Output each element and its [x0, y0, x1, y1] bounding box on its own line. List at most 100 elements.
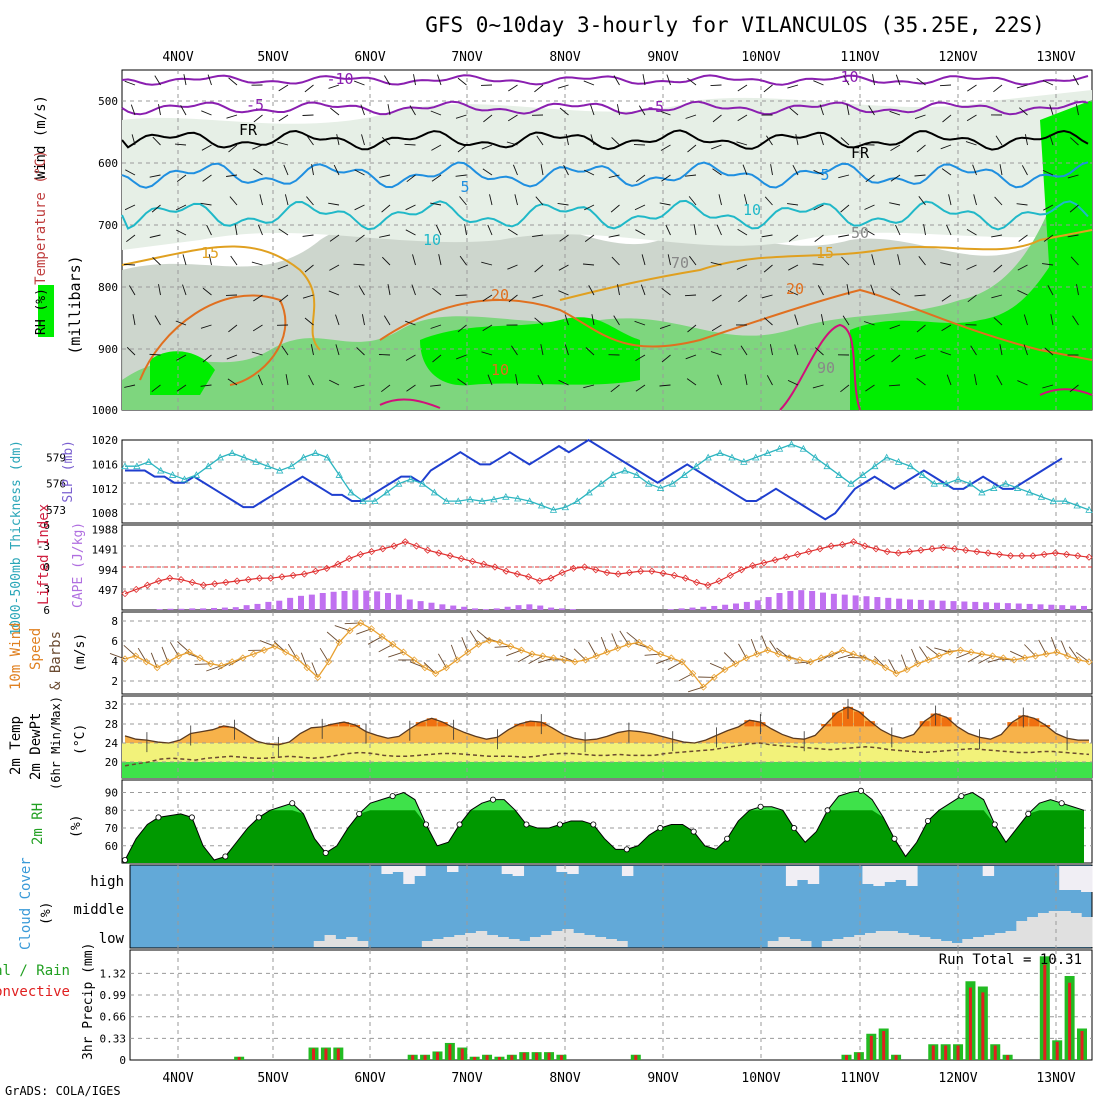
wind-marker-44	[592, 652, 600, 660]
thickness-marker-48	[692, 462, 700, 470]
axis-tick-label-1: 28	[105, 718, 118, 731]
li-marker-80	[1018, 552, 1026, 560]
cloud-low-bar-45	[616, 941, 628, 947]
upper-wind-barb	[206, 224, 212, 236]
precip-conv-bar-15	[324, 1048, 328, 1060]
cloud-low-bar-69	[875, 931, 888, 947]
upper-wind-barb	[966, 229, 977, 236]
contour-label-0: -10	[326, 70, 353, 88]
upper-wind-barb	[464, 224, 467, 236]
upper-wind-barb	[557, 202, 569, 206]
bottom-day-label-9: 13NOV	[1036, 1071, 1075, 1086]
upper-wind-barb	[843, 75, 850, 86]
upper-wind-barb	[764, 317, 773, 326]
precip-conv-bar-70	[1006, 1055, 1010, 1060]
upper-wind-barb	[1072, 75, 1079, 86]
wind-marker-52	[678, 658, 686, 666]
bottom-day-label-3: 7NOV	[451, 1071, 482, 1086]
thickness-marker-24	[406, 475, 415, 483]
upper-wind-barb	[794, 344, 799, 356]
li-marker-14	[278, 573, 286, 581]
wind-marker-42	[571, 658, 579, 666]
cloud-low-bar-34	[497, 937, 509, 947]
upper-wind-barb	[535, 196, 544, 206]
upper-wind-barb	[813, 80, 824, 86]
li-marker-37	[536, 577, 544, 585]
upper-wind-barb	[685, 354, 697, 360]
li-marker-84	[1063, 550, 1071, 558]
thickness-marker-13	[276, 466, 284, 474]
upper-wind-barb	[405, 354, 416, 361]
upper-wind-barb	[512, 164, 518, 176]
axis-tick-label-3: 800	[98, 281, 118, 294]
wind-marker-36	[507, 642, 515, 650]
cape-bar-9	[221, 607, 228, 610]
thickness-marker-78	[1049, 497, 1057, 505]
upper-wind-barb	[740, 345, 748, 356]
upper-wind-barb	[1044, 347, 1054, 356]
cloud-low-bar-41	[573, 933, 585, 947]
li-marker-54	[726, 571, 734, 579]
wind-marker-26	[399, 648, 408, 656]
upper-wind-barb	[253, 114, 263, 123]
precip-conv-bar-24	[435, 1052, 439, 1060]
upper-wind-barb	[152, 256, 161, 266]
cape-bar-81	[1004, 603, 1011, 610]
surface-wind-barb-90	[1075, 651, 1090, 663]
upper-wind-barb	[565, 134, 569, 146]
upper-wind-barb	[354, 80, 365, 86]
tmax-fill-68	[864, 721, 875, 727]
cloud-high-bar-35	[512, 866, 525, 876]
wind-marker-71	[881, 664, 890, 672]
upper-wind-barb	[457, 144, 467, 153]
contour-label-16: 70	[671, 254, 689, 272]
wind-marker-51	[667, 654, 675, 662]
li-marker-60	[793, 550, 802, 558]
upper-wind-barb	[941, 324, 952, 332]
thickness-axis-label: 1000-500mb Thickness (dm)	[9, 440, 24, 636]
cape-bar-20	[341, 590, 348, 610]
upper-wind-barb	[641, 254, 646, 266]
cape-bar-66	[841, 594, 848, 610]
thickness-marker-8	[216, 453, 224, 461]
cloud-low-bar-61	[789, 939, 801, 947]
cloud-high-bar-26	[414, 866, 426, 876]
wind-marker-10	[228, 658, 236, 666]
cloud-low-bar-80	[994, 933, 1007, 947]
upper-wind-barb	[304, 264, 314, 273]
wind-marker-85	[1031, 652, 1040, 660]
cape-bar-85	[1048, 604, 1055, 610]
upper-wind-barb	[711, 324, 722, 332]
cloud-high-bar-45	[621, 866, 634, 876]
li-marker-86	[1085, 553, 1093, 561]
cape-bar-62	[798, 590, 805, 610]
tmax-fill-64	[821, 724, 832, 727]
cape-bar-17	[308, 594, 315, 610]
upper-wind-barb	[863, 321, 875, 326]
cape-bar-23	[374, 591, 381, 610]
thickness-marker-57	[799, 444, 808, 452]
tmax-fill-57	[744, 720, 755, 727]
cloud-low-bar-76	[951, 943, 963, 947]
tmax-fill-84	[1040, 724, 1051, 727]
upper-wind-barb	[353, 384, 365, 389]
upper-wind-barb	[336, 134, 340, 146]
cape-bar-30	[450, 605, 457, 610]
cloud-low-bar-17	[313, 941, 326, 947]
upper-wind-barb	[558, 290, 569, 296]
thickness-marker-37	[561, 503, 570, 511]
upper-wind-barb	[226, 114, 238, 119]
upper-wind-barb	[661, 287, 671, 296]
upper-wind-barb	[838, 174, 850, 179]
cape-bar-72	[907, 599, 913, 610]
wind-marker-88	[1064, 652, 1072, 660]
upper-wind-barb	[687, 324, 697, 333]
axis-tick-label-1: 1491	[92, 544, 119, 557]
cloud-low-bar-72	[908, 935, 920, 947]
cloud-low-bar-84	[1037, 913, 1050, 947]
thickness-marker-15	[299, 453, 308, 461]
wind-speed-series-line	[124, 622, 1090, 689]
upper-wind-barb	[459, 196, 467, 206]
upper-wind-barb	[812, 384, 824, 389]
top-day-label-2: 6NOV	[354, 50, 385, 65]
